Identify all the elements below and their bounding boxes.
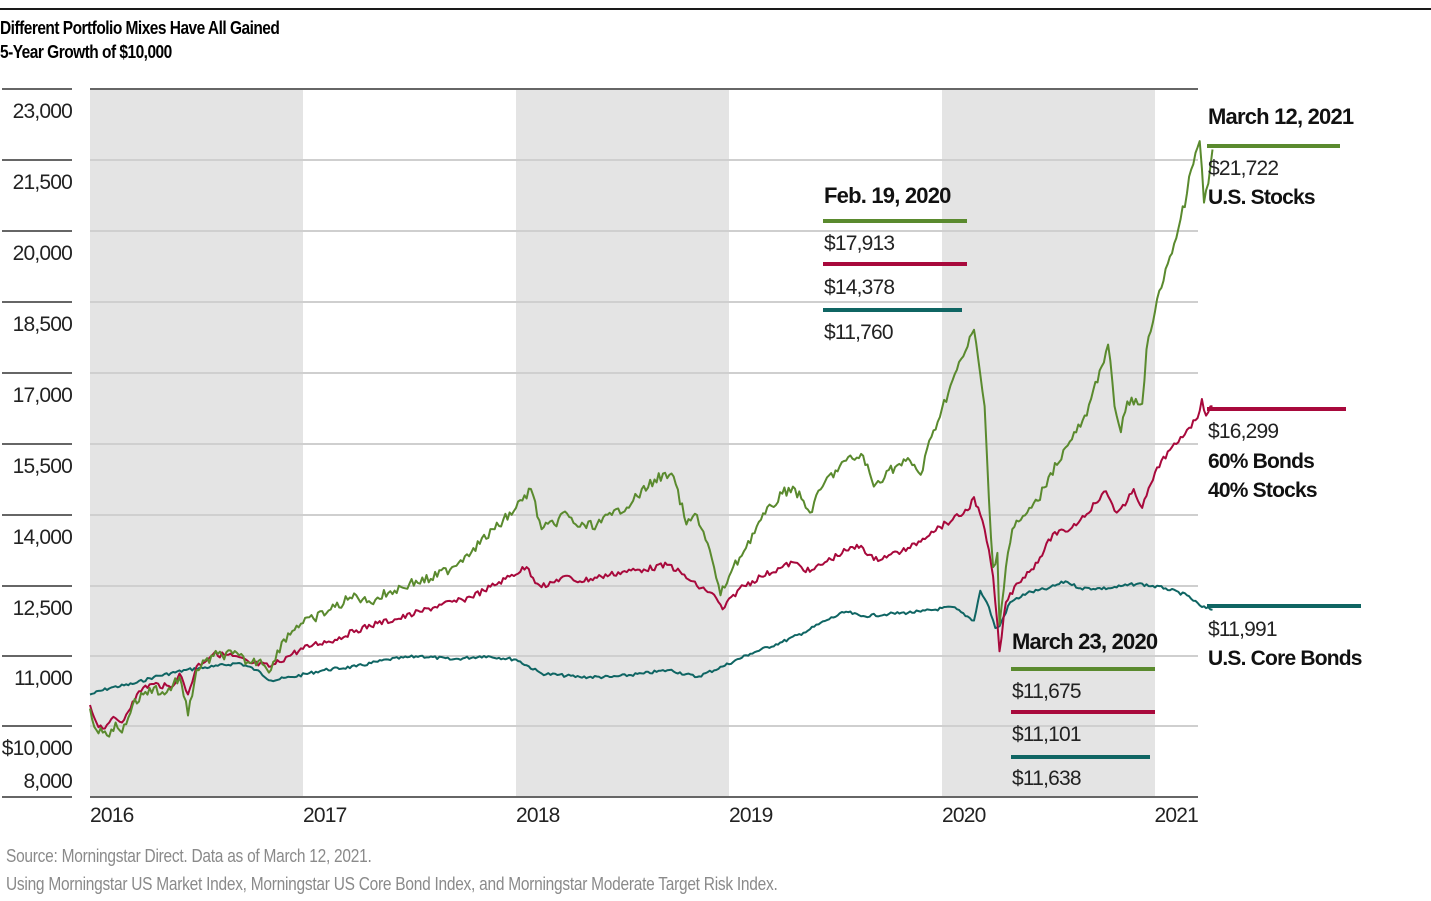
top-rule	[0, 8, 1431, 10]
series-line-bonds	[89, 580, 1213, 696]
y-tick-label: 8,000	[23, 770, 72, 793]
chart-subtitle: 5-Year Growth of $10,000	[0, 42, 172, 62]
series-label-balanced-2: 40% Stocks	[1208, 479, 1317, 502]
series-line-stocks	[89, 140, 1214, 738]
annotation-date: March 12, 2021	[1208, 104, 1354, 129]
series-label-bonds: U.S. Core Bonds	[1208, 647, 1362, 670]
x-tick-label: 2020	[942, 804, 986, 827]
y-tick-label: 20,000	[13, 242, 73, 265]
y-tick-label: 11,000	[14, 667, 72, 690]
chart-title: Different Portfolio Mixes Have All Gaine…	[0, 18, 280, 38]
series-label-stocks: U.S. Stocks	[1208, 186, 1315, 209]
annotation-date: Feb. 19, 2020	[824, 183, 951, 208]
annotation-value-balanced: $14,378	[824, 276, 894, 299]
x-tick-label: 2019	[729, 804, 773, 827]
gridlines	[2, 88, 1198, 798]
annotation-value-stocks: $11,675	[1012, 680, 1081, 703]
y-tick-label: 18,500	[13, 313, 73, 336]
y-tick-label: 17,000	[13, 384, 73, 407]
annotation-mar-12-2021: March 12, 2021 $21,722 U.S. Stocks $16,2…	[1207, 104, 1363, 670]
annotation-feb-19-2020: Feb. 19, 2020 $17,913 $14,378 $11,760	[823, 183, 967, 344]
annotation-value-balanced: $11,101	[1012, 723, 1081, 746]
x-tick-label: 2016	[90, 804, 134, 827]
annotation-value-stocks: $17,913	[824, 232, 894, 255]
annotation-value-bonds: $11,760	[824, 321, 893, 344]
end-value-balanced: $16,299	[1208, 420, 1278, 443]
y-tick-label: 21,500	[13, 171, 73, 194]
footer-source: Source: Morningstar Direct. Data as of M…	[6, 846, 372, 866]
y-tick-label: $10,000	[2, 737, 72, 760]
annotation-date: March 23, 2020	[1012, 629, 1158, 654]
series-line-balanced	[89, 398, 1213, 730]
x-tick-label: 2021	[1154, 804, 1198, 827]
y-tick-label: 14,000	[13, 526, 73, 549]
series-label-balanced-1: 60% Bonds	[1208, 450, 1314, 473]
footer-note: Using Morningstar US Market Index, Morni…	[6, 874, 778, 894]
y-tick-label: 15,500	[13, 455, 73, 478]
annotation-value-bonds: $11,638	[1012, 767, 1081, 790]
end-value-bonds: $11,991	[1208, 618, 1277, 641]
y-tick-label: 23,000	[13, 100, 73, 123]
x-tick-label: 2018	[516, 804, 560, 827]
series-lines	[89, 140, 1214, 738]
end-value-stocks: $21,722	[1208, 157, 1278, 180]
annotation-mar-23-2020: March 23, 2020 $11,675 $11,101 $11,638	[1011, 629, 1159, 790]
y-tick-label: 12,500	[13, 597, 73, 620]
x-tick-label: 2017	[303, 804, 347, 827]
x-axis-ticks: 2016 2017 2018 2019 2020 2021	[90, 804, 1199, 827]
y-axis-ticks: 23,000 21,500 20,000 18,500 17,000 15,500 14,0…	[2, 88, 73, 793]
